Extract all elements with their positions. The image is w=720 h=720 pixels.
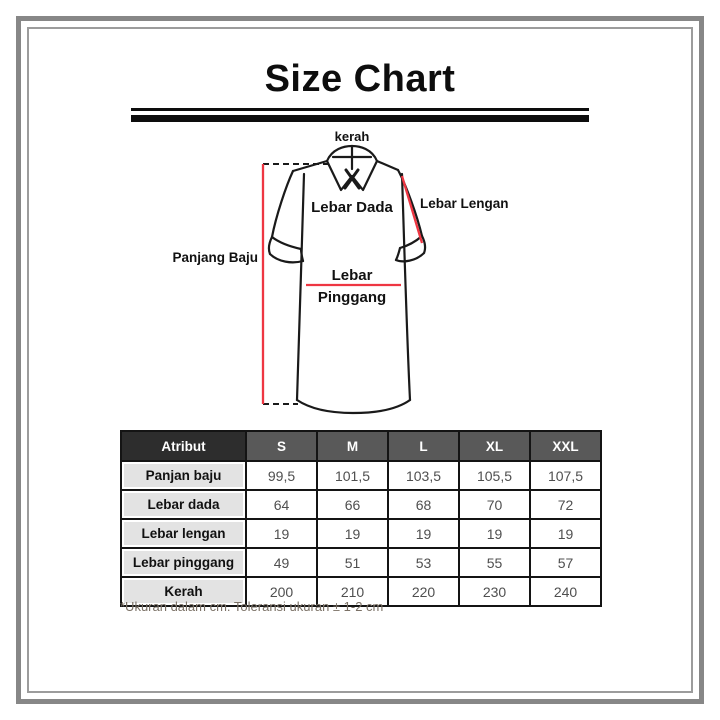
attribute-cell: Kerah bbox=[120, 576, 247, 607]
body-left-edge bbox=[295, 172, 306, 402]
table-row: Kerah 200 210 220 230 240 bbox=[120, 576, 602, 607]
value-cell: 19 bbox=[245, 518, 318, 549]
dashed-extension-lines bbox=[263, 163, 328, 405]
value-cell: 64 bbox=[245, 489, 318, 520]
table-row: Lebar dada 64 66 68 70 72 bbox=[120, 489, 602, 520]
waist-width-label-line1: Lebar bbox=[331, 267, 373, 284]
value-cell: 105,5 bbox=[458, 460, 531, 491]
attribute-cell: Lebar dada bbox=[120, 489, 247, 520]
value-cell: 101,5 bbox=[316, 460, 389, 491]
header-cell-attribute: Atribut bbox=[120, 430, 247, 462]
table-row: Panjan baju 99,5 101,5 103,5 105,5 107,5 bbox=[120, 460, 602, 491]
size-chart-table: Atribut S M L XL XXL Panjan baju 99,5 10… bbox=[120, 430, 602, 607]
attribute-cell: Panjan baju bbox=[120, 460, 247, 491]
value-cell: 240 bbox=[529, 576, 602, 607]
chest-width-label: Lebar Dada bbox=[311, 199, 393, 216]
sleeve-measure-line bbox=[400, 175, 424, 244]
value-cell: 51 bbox=[316, 547, 389, 578]
value-cell: 19 bbox=[387, 518, 460, 549]
title-divider-thin bbox=[131, 108, 589, 111]
sleeve-width-label: Lebar Lengan bbox=[420, 196, 509, 211]
left-sleeve-outer bbox=[270, 169, 295, 239]
right-cuff bbox=[394, 251, 426, 263]
header-cell-size-m: M bbox=[316, 430, 389, 462]
right-sleeve-outer bbox=[396, 168, 424, 238]
value-cell: 220 bbox=[387, 576, 460, 607]
value-cell: 55 bbox=[458, 547, 531, 578]
attribute-cell: Lebar lengan bbox=[120, 518, 247, 549]
value-cell: 107,5 bbox=[529, 460, 602, 491]
hem-curve bbox=[295, 398, 412, 415]
value-cell: 66 bbox=[316, 489, 389, 520]
attribute-cell: Lebar pinggang bbox=[120, 547, 247, 578]
value-cell: 200 bbox=[245, 576, 318, 607]
value-cell: 70 bbox=[458, 489, 531, 520]
header-cell-size-s: S bbox=[245, 430, 318, 462]
value-cell: 57 bbox=[529, 547, 602, 578]
value-cell: 210 bbox=[316, 576, 389, 607]
collar-label: kerah bbox=[334, 129, 370, 144]
value-cell: 230 bbox=[458, 576, 531, 607]
garment-length-label: Panjang Baju bbox=[172, 250, 258, 265]
header-cell-size-xl: XL bbox=[458, 430, 531, 462]
value-cell: 49 bbox=[245, 547, 318, 578]
page-title: Size Chart bbox=[264, 58, 456, 100]
body-right-edge bbox=[400, 172, 412, 402]
measurement-lines bbox=[261, 164, 424, 404]
value-cell: 103,5 bbox=[387, 460, 460, 491]
value-cell: 19 bbox=[316, 518, 389, 549]
table-header-row: Atribut S M L XL XXL bbox=[120, 430, 602, 462]
value-cell: 53 bbox=[387, 547, 460, 578]
measurement-footnote: *Ukuran dalam cm. Toleransi ukuran ± 1-2… bbox=[120, 599, 384, 614]
header-cell-size-l: L bbox=[387, 430, 460, 462]
value-cell: 99,5 bbox=[245, 460, 318, 491]
value-cell: 19 bbox=[529, 518, 602, 549]
outer-page-frame bbox=[16, 16, 704, 704]
value-cell: 19 bbox=[458, 518, 531, 549]
table-row: Lebar pinggang 49 51 53 55 57 bbox=[120, 547, 602, 578]
value-cell: 68 bbox=[387, 489, 460, 520]
left-cuff bbox=[268, 252, 305, 264]
value-cell: 72 bbox=[529, 489, 602, 520]
header-cell-size-xxl: XXL bbox=[529, 430, 602, 462]
table-row: Lebar lengan 19 19 19 19 19 bbox=[120, 518, 602, 549]
title-divider-thick bbox=[131, 115, 589, 122]
inner-page-frame bbox=[27, 27, 693, 693]
waist-width-label-line2: Pinggang bbox=[317, 289, 387, 306]
placket-line bbox=[343, 168, 360, 190]
